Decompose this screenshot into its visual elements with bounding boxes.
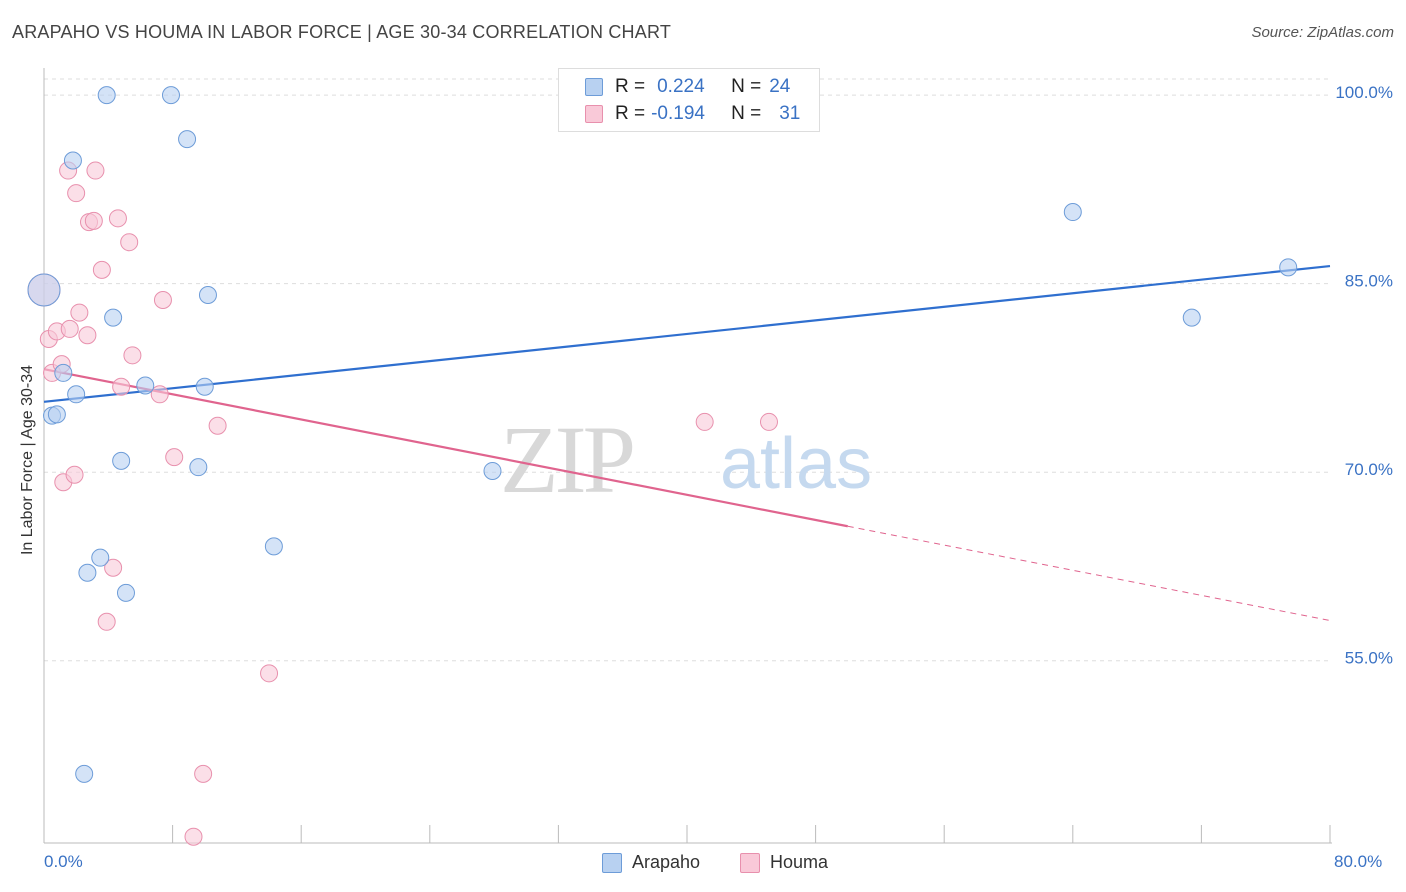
data-point-houma (78, 326, 97, 345)
data-point-arapaho (67, 385, 86, 404)
data-point-arapaho (97, 86, 116, 105)
y-tick-label: 100.0% (1335, 83, 1393, 102)
legend-r-label: R = (615, 103, 646, 124)
y-tick-label: 85.0% (1345, 272, 1393, 291)
data-point-arapaho (189, 458, 208, 477)
data-point-arapaho (63, 151, 82, 170)
trend-line-houma (43, 368, 848, 528)
data-point-houma (260, 664, 279, 683)
y-tick-label: 70.0% (1345, 460, 1393, 479)
series-legend: Arapaho Houma (0, 852, 1406, 878)
data-point-houma (208, 416, 227, 435)
source-label: Source: ZipAtlas.com (1251, 24, 1394, 41)
legend-swatch-houma (585, 105, 603, 123)
series-label-houma: Houma (770, 852, 829, 872)
data-point-houma (194, 764, 213, 783)
trend-line-arapaho (43, 264, 1331, 403)
series-swatch-houma (740, 852, 760, 873)
legend-swatch-arapaho (585, 78, 603, 96)
legend-row-houma: R = -0.194 N = 31 (585, 102, 800, 126)
data-point-houma (123, 346, 142, 365)
data-point-houma (97, 612, 116, 631)
series-swatch-arapaho (602, 852, 622, 873)
watermark: ZIP atlas (500, 406, 872, 513)
legend-n-value-arapaho: 24 (769, 76, 791, 97)
data-point-houma (65, 465, 84, 484)
data-point-arapaho (27, 273, 61, 307)
legend-row-arapaho: R = 0.224 N = 24 (585, 75, 790, 99)
legend-n-label: N = (731, 103, 762, 124)
data-point-arapaho (1182, 308, 1201, 327)
legend-r-label: R = (615, 76, 646, 97)
data-point-arapaho (195, 377, 214, 396)
data-point-arapaho (47, 405, 66, 424)
gridlines (44, 78, 1330, 662)
trend-lines (43, 264, 1331, 622)
data-point-arapaho (54, 363, 73, 382)
legend-n-label: N = (731, 76, 762, 97)
data-point-arapaho (75, 764, 94, 783)
data-point-houma (92, 260, 111, 279)
watermark-zip: ZIP (500, 406, 633, 513)
data-point-arapaho (104, 308, 123, 327)
trend-line-houma-extension (847, 525, 1331, 622)
data-point-houma (70, 303, 89, 322)
data-points (27, 86, 1298, 846)
data-point-arapaho (112, 451, 131, 470)
data-point-arapaho (198, 285, 217, 304)
data-point-arapaho (1063, 203, 1082, 222)
data-point-houma (67, 184, 86, 203)
data-point-arapaho (161, 86, 180, 105)
correlation-legend: R = 0.224 N = 24 R = -0.194 N = 31 (558, 68, 820, 132)
chart-title: ARAPAHO VS HOUMA IN LABOR FORCE | AGE 30… (12, 22, 672, 42)
data-point-houma (184, 827, 203, 846)
data-point-arapaho (483, 461, 502, 480)
data-point-arapaho (1279, 258, 1298, 277)
data-point-houma (60, 319, 79, 338)
data-point-houma (165, 448, 184, 467)
data-point-arapaho (264, 537, 283, 556)
legend-n-value-houma: 31 (779, 103, 801, 124)
data-point-houma (104, 558, 123, 577)
data-point-houma (86, 161, 105, 180)
data-point-houma (695, 412, 714, 431)
series-legend-arapaho[interactable]: Arapaho (602, 852, 700, 873)
legend-r-value-houma: -0.194 (651, 103, 705, 124)
x-tick-label-max: 80.0% (1334, 852, 1383, 871)
x-tick-label-min: 0.0% (44, 852, 83, 871)
data-point-houma (150, 385, 169, 404)
y-tick-labels: 100.0% 85.0% 70.0% 55.0% (1335, 83, 1393, 668)
axes (43, 68, 1332, 844)
data-point-houma (153, 291, 172, 310)
y-axis-label: In Labor Force | Age 30-34 (19, 364, 36, 556)
series-legend-houma[interactable]: Houma (740, 852, 828, 873)
data-point-houma (108, 209, 127, 228)
data-point-arapaho (78, 563, 97, 582)
data-point-houma (112, 377, 131, 396)
series-label-arapaho: Arapaho (632, 852, 701, 872)
y-tick-label: 55.0% (1345, 649, 1393, 668)
watermark-atlas: atlas (720, 424, 872, 504)
data-point-houma (84, 211, 103, 230)
data-point-arapaho (136, 376, 155, 395)
data-point-arapaho (178, 130, 197, 149)
data-point-arapaho (116, 583, 135, 602)
data-point-arapaho (91, 548, 110, 567)
legend-r-value-arapaho: 0.224 (657, 76, 705, 97)
data-point-houma (759, 412, 778, 431)
data-point-houma (120, 233, 139, 252)
